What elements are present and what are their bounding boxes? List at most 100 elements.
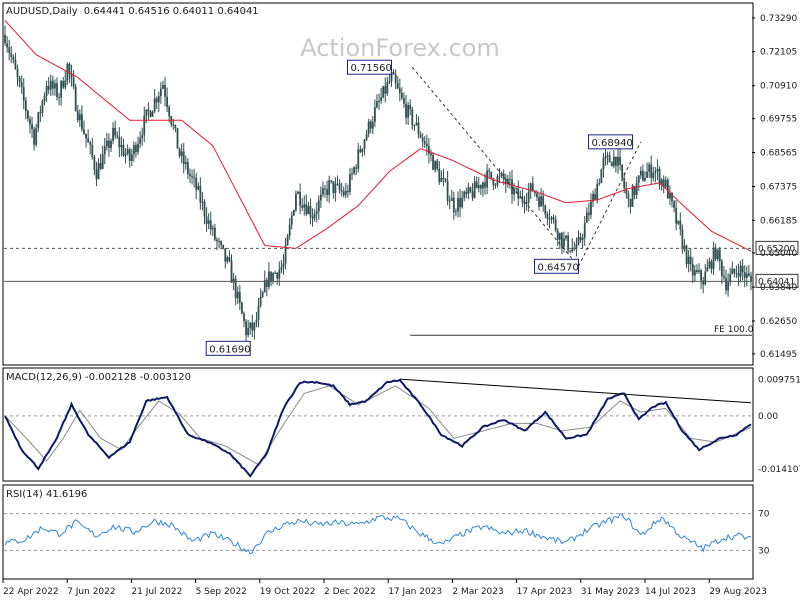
- candle-body: [542, 196, 545, 206]
- candle-body: [253, 322, 256, 331]
- candle-body: [307, 206, 310, 214]
- candle-body: [203, 201, 206, 217]
- candle-body: [434, 161, 437, 170]
- candle-body: [363, 139, 366, 149]
- candle-body: [110, 140, 112, 149]
- candle-body: [473, 181, 476, 198]
- swing-label-text: 0.68940: [592, 138, 633, 149]
- candle-body: [623, 177, 626, 189]
- x-tick-label: 29 Aug 2023: [709, 587, 767, 597]
- candle-body: [297, 191, 299, 194]
- candle-body: [247, 328, 250, 336]
- candle-body: [336, 183, 339, 185]
- candle-body: [538, 197, 540, 207]
- candle-body: [141, 135, 144, 138]
- candle-body: [577, 237, 580, 245]
- candle-body: [58, 96, 60, 98]
- candle-body: [669, 192, 671, 199]
- swing-label-box: [588, 134, 634, 150]
- candle-body: [162, 84, 164, 89]
- candle-body: [41, 100, 44, 113]
- candle-body: [135, 145, 137, 153]
- candle-body: [290, 215, 293, 225]
- candle-body: [417, 122, 420, 135]
- price-candles: [4, 25, 752, 342]
- candle-body: [120, 144, 123, 148]
- candle-body: [37, 112, 40, 129]
- candle-body: [270, 271, 272, 282]
- candle-body: [519, 196, 522, 199]
- candle-body: [392, 72, 395, 75]
- candle-body: [386, 82, 389, 94]
- candle-body: [523, 201, 526, 205]
- candle-body: [157, 96, 160, 103]
- rsi-tick-label: 30: [758, 546, 770, 556]
- candle-body: [299, 191, 301, 206]
- candle-body: [288, 224, 291, 236]
- candle-body: [87, 138, 90, 143]
- candle-body: [166, 96, 169, 107]
- candle-body: [492, 178, 495, 186]
- candle-body: [382, 86, 385, 98]
- candle-body: [236, 291, 239, 299]
- swing-label: 0.71560: [347, 59, 393, 75]
- candle-body: [332, 181, 335, 194]
- price-tick-label: 0.66185: [760, 216, 797, 226]
- candle-body: [687, 256, 690, 265]
- candle-body: [471, 191, 474, 198]
- candle-body: [211, 227, 214, 230]
- candle-body: [488, 170, 491, 172]
- candle-body: [423, 141, 426, 144]
- candle-body: [702, 280, 705, 285]
- candle-body: [26, 110, 29, 119]
- candle-body: [228, 257, 231, 261]
- candle-body: [540, 196, 543, 207]
- candle-body: [625, 188, 628, 194]
- candle-body: [436, 161, 439, 169]
- candle-body: [465, 191, 468, 194]
- candle-body: [608, 155, 611, 163]
- price-tick-label: 0.65040: [760, 249, 797, 259]
- candle-body: [197, 186, 200, 190]
- candle-body: [45, 86, 48, 96]
- candle-body: [696, 270, 698, 272]
- candle-body: [97, 163, 100, 180]
- candle-body: [639, 170, 642, 176]
- candle-body: [371, 122, 374, 129]
- candle-body: [340, 189, 343, 192]
- rsi-title: RSI(14) 41.6196: [6, 489, 87, 500]
- candle-body: [31, 124, 33, 130]
- swing-label: 0.61690: [205, 340, 251, 356]
- candle-body: [606, 155, 609, 157]
- candle-body: [400, 92, 403, 99]
- candle-body: [598, 183, 601, 185]
- candle-body: [482, 182, 484, 189]
- swing-label: 0.68940: [588, 134, 634, 150]
- candle-body: [95, 169, 98, 180]
- candle-body: [405, 103, 407, 118]
- candle-body: [467, 187, 470, 194]
- candle-body: [679, 220, 682, 230]
- candle-body: [419, 134, 422, 138]
- candle-body: [409, 104, 412, 110]
- candle-body: [617, 156, 619, 166]
- candle-body: [714, 247, 717, 260]
- candle-body: [571, 247, 574, 252]
- candle-body: [76, 110, 79, 121]
- rsi-panel-frame: [2, 484, 754, 580]
- candle-body: [594, 193, 597, 200]
- candle-body: [685, 245, 688, 265]
- candle-body: [68, 63, 71, 74]
- candle-body: [322, 188, 324, 195]
- candle-body: [403, 98, 405, 104]
- candle-body: [43, 95, 46, 101]
- candle-body: [353, 167, 356, 174]
- candle-body: [137, 143, 139, 153]
- candle-body: [199, 186, 202, 203]
- price-level-tag-box: [755, 273, 799, 288]
- candle-body: [378, 100, 380, 102]
- candle-body: [6, 43, 9, 48]
- candle-body: [587, 212, 590, 215]
- candle-body: [317, 200, 320, 212]
- candle-body: [644, 177, 646, 181]
